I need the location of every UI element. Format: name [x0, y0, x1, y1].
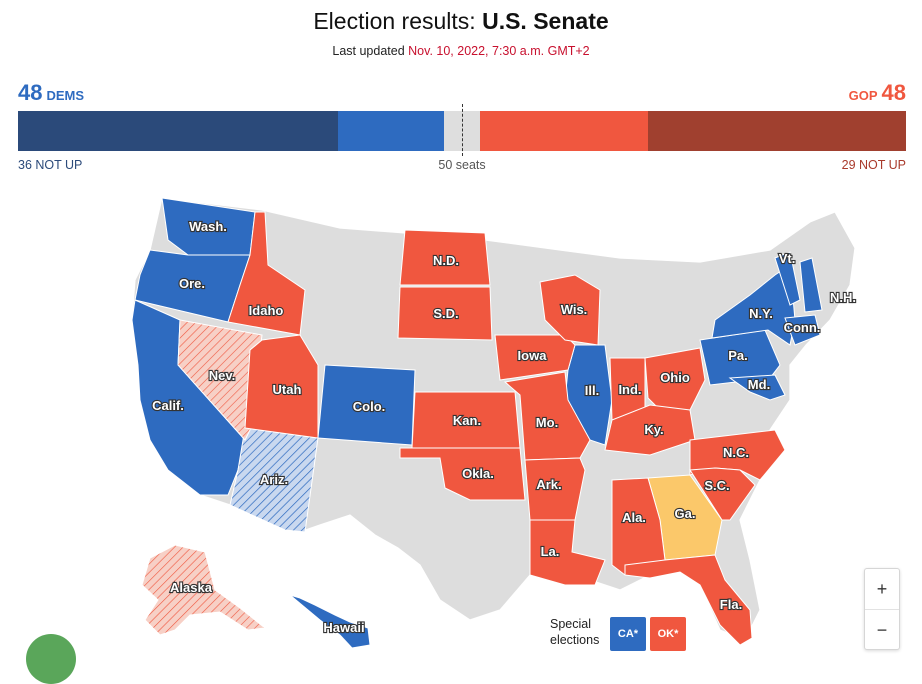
label-ala: Ala. [622, 510, 646, 525]
bar-segment-gop-won [479, 111, 649, 151]
label-ariz: Ariz. [260, 472, 288, 487]
state-sd[interactable] [397, 286, 493, 341]
label-colo: Colo. [353, 399, 386, 414]
legend-line1: Special [550, 617, 591, 631]
state-md[interactable] [728, 374, 786, 401]
zoom-in-button[interactable]: + [865, 569, 899, 610]
label-ind: Ind. [618, 382, 641, 397]
label-sd: S.D. [433, 306, 458, 321]
label-calif: Calif. [152, 398, 184, 413]
legend-dem-special: CA* [610, 617, 646, 651]
label-la: La. [541, 544, 560, 559]
label-okla: Okla. [462, 466, 494, 481]
updated-time: Nov. 10, 2022, 7:30 a.m. GMT+2 [408, 44, 590, 58]
label-utah: Utah [273, 382, 302, 397]
updated-label: Last updated [332, 44, 405, 58]
majority-marker [462, 104, 463, 156]
state-ill[interactable] [564, 344, 613, 446]
bar-segment-gop-not-up [648, 111, 906, 151]
label-idaho: Idaho [249, 303, 284, 318]
label-iowa: Iowa [518, 348, 548, 363]
dem-not-up: 36 NOT UP [18, 158, 83, 172]
special-elections-legend: Special elections [550, 616, 599, 648]
label-ohio: Ohio [660, 370, 690, 385]
label-wash: Wash. [189, 219, 227, 234]
state-hawaii[interactable] [289, 594, 371, 649]
label-ark: Ark. [536, 477, 561, 492]
seat-balance-bar [18, 111, 906, 151]
label-mo: Mo. [536, 415, 558, 430]
zoom-out-button[interactable]: − [876, 619, 888, 640]
gop-not-up: 29 NOT UP [841, 158, 906, 172]
label-nc: N.C. [723, 445, 749, 460]
dem-label: DEMS [46, 88, 85, 103]
label-nh: N.H. [830, 290, 856, 305]
label-fla: Fla. [720, 597, 742, 612]
state-iowa[interactable] [494, 334, 576, 381]
gop-label: GOP [848, 88, 878, 103]
state-conn[interactable] [784, 314, 821, 346]
state-nd[interactable] [399, 229, 491, 286]
last-updated: Last updated Nov. 10, 2022, 7:30 a.m. GM… [0, 44, 922, 58]
state-nh[interactable] [799, 257, 823, 313]
state-nev[interactable] [177, 319, 263, 441]
label-vt: Vt. [779, 251, 796, 266]
state-sc[interactable] [689, 467, 756, 521]
label-nev: Nev. [209, 368, 236, 383]
label-md: Md. [748, 377, 770, 392]
majority-label: 50 seats [438, 158, 486, 172]
cookie-settings-icon[interactable] [26, 634, 76, 684]
title-prefix: Election results: [313, 8, 476, 34]
bar-segment-dem-won [337, 111, 445, 151]
label-sc: S.C. [704, 478, 729, 493]
senate-results-map: Wash. Ore. Calif. Nev. Idaho Utah Ariz. … [131, 197, 857, 649]
label-nd: N.D. [433, 253, 459, 268]
legend-gop-special: OK* [650, 617, 686, 651]
title-strong: U.S. Senate [482, 8, 609, 34]
page-title: Election results: U.S. Senate [0, 8, 922, 35]
dem-seats: 48 [18, 80, 43, 105]
state-fla[interactable] [624, 554, 753, 646]
label-pa: Pa. [728, 348, 748, 363]
state-utah[interactable] [244, 334, 319, 439]
state-ark[interactable] [524, 457, 586, 521]
bar-segment-undecided [444, 111, 480, 151]
label-wis: Wis. [561, 302, 588, 317]
label-hawaii: Hawaii [323, 620, 364, 635]
gop-seats: 48 [881, 80, 906, 105]
label-ore: Ore. [179, 276, 205, 291]
state-okla[interactable] [399, 447, 526, 501]
gop-seat-count: GOP 48 [849, 80, 906, 106]
state-vt[interactable] [774, 251, 801, 306]
bar-segment-dem-not-up [18, 111, 338, 151]
dem-seat-count: 48 DEMS [18, 80, 84, 106]
label-ny: N.Y. [749, 306, 773, 321]
label-conn: Conn. [784, 320, 821, 335]
state-mo[interactable] [503, 371, 591, 461]
state-alaska[interactable] [141, 544, 267, 636]
label-alaska: Alaska [170, 580, 213, 595]
legend-line2: elections [550, 633, 600, 647]
label-ill: Ill. [585, 383, 599, 398]
state-la[interactable] [529, 519, 606, 586]
label-ga: Ga. [675, 506, 696, 521]
label-kan: Kan. [453, 413, 481, 428]
label-ky: Ky. [644, 422, 663, 437]
state-wis[interactable] [539, 274, 601, 346]
zoom-control: + − [864, 568, 900, 650]
